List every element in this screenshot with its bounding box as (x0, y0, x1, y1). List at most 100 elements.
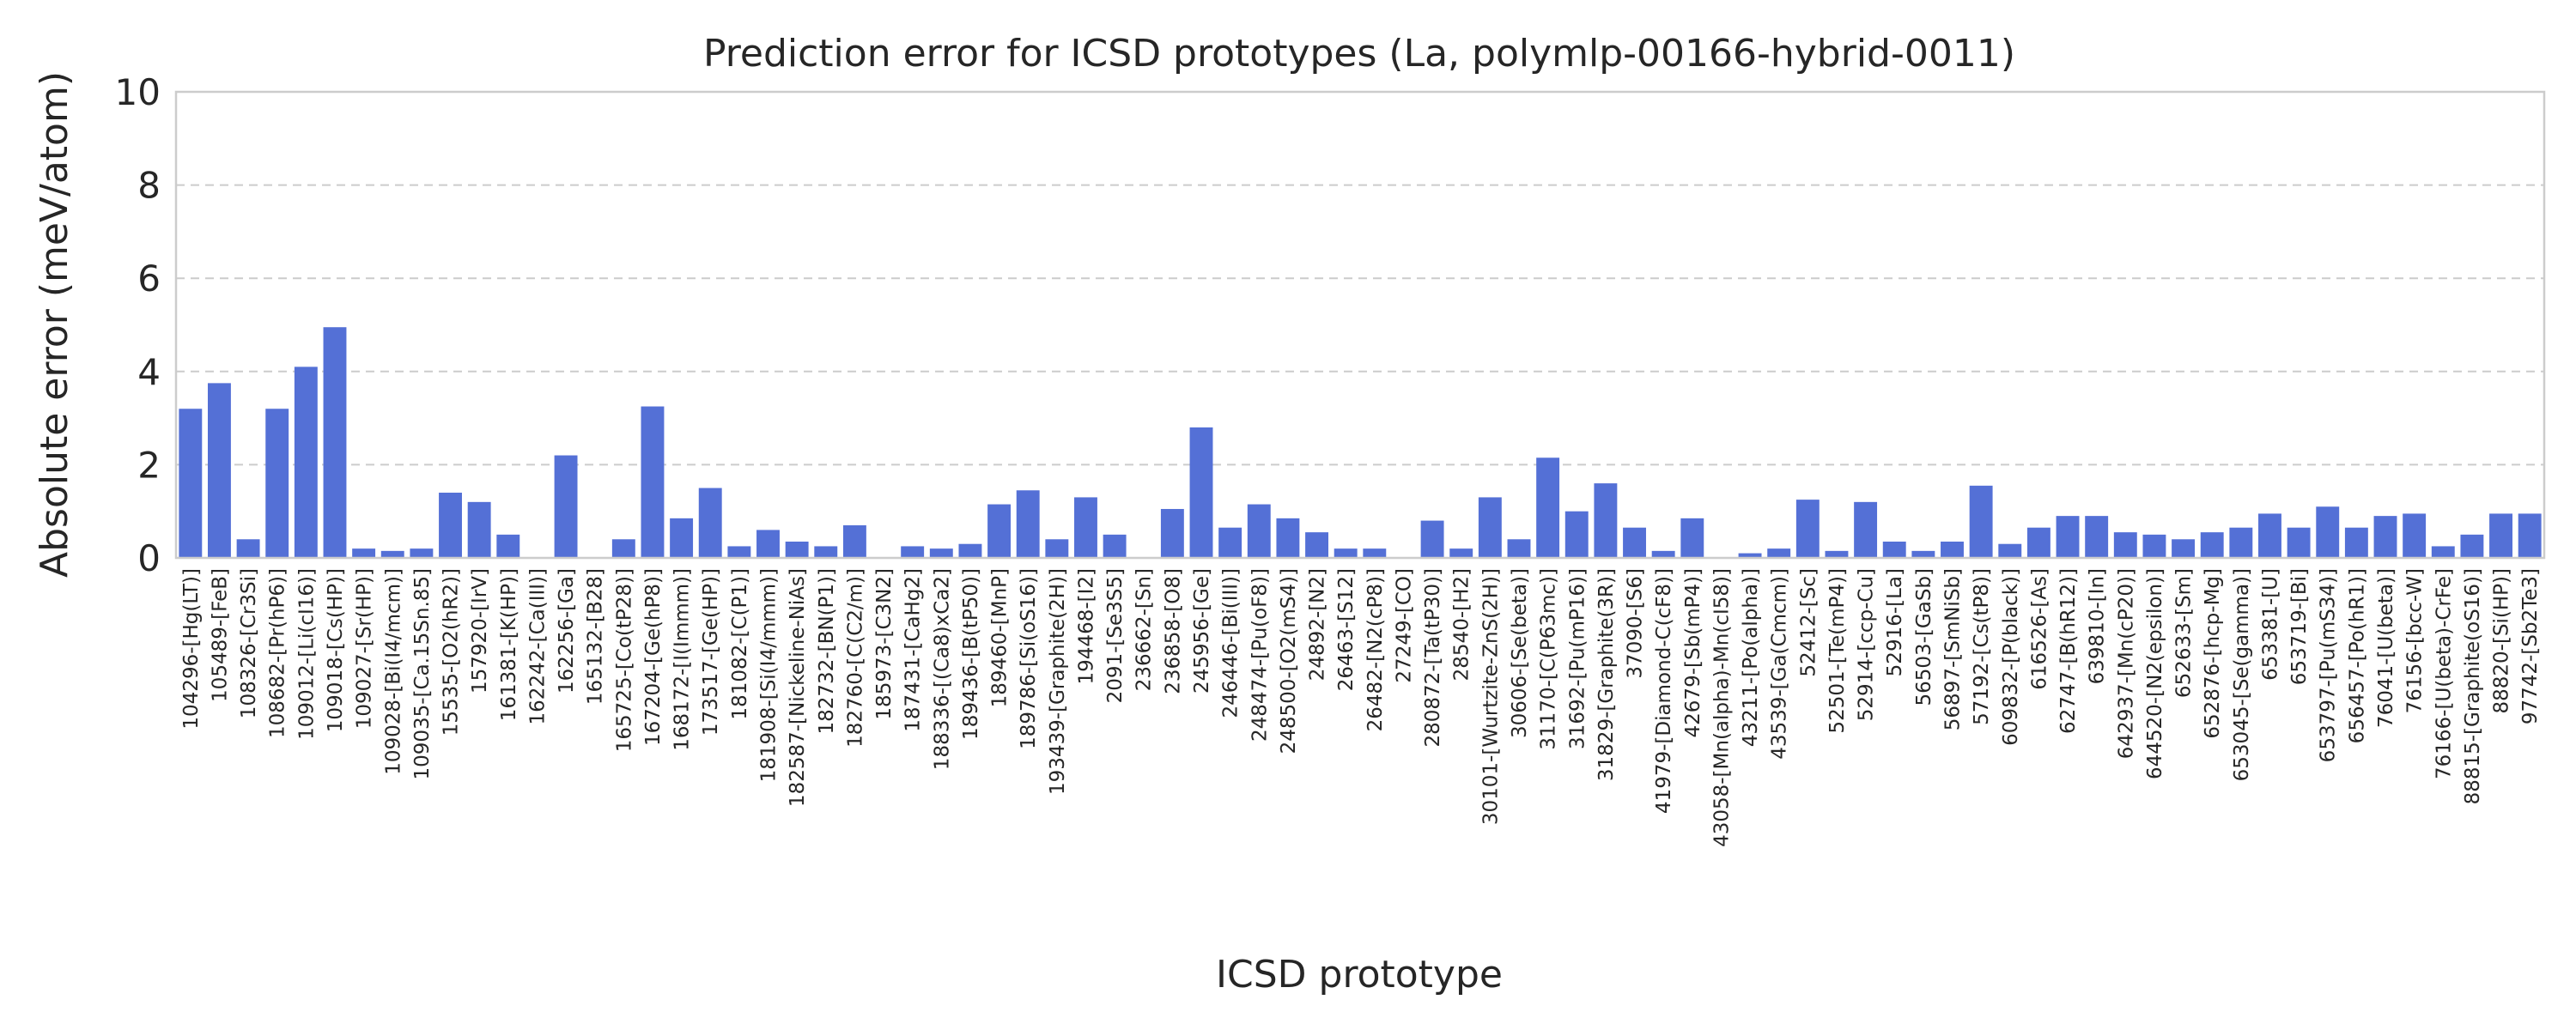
y-tick-label: 6 (137, 258, 161, 300)
bar (1854, 501, 1878, 558)
x-tick-label: 168172-[I(Immm)] (671, 568, 694, 751)
grid-lines (176, 184, 2544, 466)
bar (2258, 513, 2281, 558)
x-tick-label: 188336-[(Ca8)xCa2] (931, 568, 953, 770)
bar (641, 406, 665, 558)
x-tick-label: 165725-[Co(tP28)] (613, 568, 635, 752)
x-tick-label: 43211-[Po(alpha)] (1740, 568, 1762, 747)
bar (1074, 497, 1097, 558)
bar (1189, 427, 1213, 558)
x-tick-label: 27249-[CO] (1393, 568, 1415, 683)
bar (611, 539, 635, 558)
bar (1305, 532, 1329, 558)
x-tick-label: 108326-[Cr3Si] (238, 568, 260, 718)
y-axis-ticks: 0 2 4 6 8 10 (115, 71, 161, 579)
x-tick-label: 37090-[S6] (1625, 568, 1647, 679)
x-tick-label: 248500-[O2(mS4)] (1278, 568, 1300, 754)
x-tick-label: 109012-[Li(cI16)] (295, 568, 318, 740)
bar (265, 409, 289, 558)
bar (698, 488, 722, 558)
bar (410, 548, 434, 558)
x-tick-label: 616526-[As] (2028, 568, 2050, 690)
x-tick-label: 52412-[Sc] (1797, 568, 1820, 677)
y-tick-label: 4 (137, 351, 161, 393)
x-tick-label: 28540-[H2] (1451, 568, 1473, 681)
bar (496, 534, 520, 558)
x-tick-label: 109027-[Sr(HP)] (354, 568, 376, 729)
x-tick-label: 52501-[Te(mP4)] (1826, 568, 1849, 734)
bar (2113, 532, 2137, 558)
x-tick-label: 31829-[Graphite(3R)] (1595, 568, 1618, 781)
x-tick-label: 187431-[CaHg2] (902, 568, 925, 732)
x-tick-label: 609832-[P(black)] (2000, 568, 2022, 746)
bar (1478, 497, 1502, 558)
x-tick-label: 173517-[Ge(HP)] (700, 568, 722, 736)
x-tick-label: 644520-[N2(epsilon)] (2144, 568, 2166, 779)
y-tick-label: 0 (137, 537, 161, 579)
x-tick-label: 245956-[Ge] (1191, 568, 1213, 694)
x-tick-label: 181082-[C(P1)] (729, 568, 751, 720)
y-axis-label: Absolute error (meV/atom) (33, 71, 76, 578)
plot-frame (174, 90, 2546, 560)
x-tick-label: 162256-[Ga] (556, 568, 578, 694)
x-tick-label: 642937-[Mn(cP20)] (2115, 568, 2137, 759)
bars (179, 327, 2542, 558)
x-tick-label: 52916-[La] (1884, 568, 1906, 676)
x-tick-label: 653381-[U] (2259, 568, 2281, 681)
x-tick-label: 108682-[Pr(hP6)] (267, 568, 289, 738)
bar (929, 548, 953, 558)
chart-title: Prediction error for ICSD prototypes (La… (703, 32, 2015, 76)
x-tick-label: 105489-[FeB] (209, 568, 231, 702)
x-tick-label: 24892-[N2] (1307, 568, 1329, 681)
bar (2287, 527, 2311, 558)
bar (2142, 534, 2166, 558)
bar (958, 543, 982, 558)
x-tick-label: 165132-[B28] (585, 568, 607, 705)
bar (1247, 504, 1271, 558)
x-tick-label: 31692-[Pu(mP16)] (1566, 568, 1589, 749)
bar (1969, 485, 1993, 558)
bar (2026, 527, 2050, 558)
x-tick-label: 76166-[U(beta)-CrFe] (2433, 568, 2455, 779)
bar (987, 504, 1012, 558)
bar (236, 539, 260, 558)
bar (756, 530, 780, 558)
x-tick-label: 57192-[Cs(tP8)] (1971, 568, 1993, 725)
x-tick-label: 15535-[O2(hR2)] (440, 568, 463, 736)
x-tick-label: 167204-[Ge(hP8)] (642, 568, 665, 746)
x-tick-label: 30606-[Se(beta)] (1509, 568, 1531, 738)
bar (2373, 516, 2397, 558)
bar (1160, 508, 1184, 558)
bar (2085, 516, 2109, 558)
bar (1276, 518, 1300, 558)
x-tick-label: 236858-[O8] (1162, 568, 1184, 694)
bar (2518, 513, 2542, 558)
x-tick-label: 76156-[bcc-W] (2404, 568, 2427, 713)
bar (1103, 534, 1127, 558)
bar (294, 367, 318, 558)
x-tick-label: 157920-[IrV] (469, 568, 491, 694)
bar (1363, 548, 1387, 558)
bar (1334, 548, 1358, 558)
x-tick-label: 656457-[Po(hR1)] (2346, 568, 2368, 743)
x-tick-label: 31170-[C(P63mc)] (1538, 568, 1560, 750)
bar (1680, 518, 1704, 558)
x-tick-label: 76041-[U(beta)] (2375, 568, 2397, 728)
x-tick-label: 97742-[Sb2Te3] (2519, 568, 2542, 724)
x-tick-label: 189460-[MnP] (989, 568, 1012, 707)
x-tick-label: 109028-[Bi(I4/mcm)] (382, 568, 404, 775)
x-tick-label: 162242-[Ca(III)] (526, 568, 549, 725)
bar (1536, 457, 1560, 558)
bar (670, 518, 694, 558)
x-tick-label: 248474-[Pu(oF8)] (1249, 568, 1271, 742)
bar (727, 546, 751, 558)
x-tick-label: 104296-[Hg(LT)] (180, 568, 203, 730)
bar (1795, 500, 1820, 558)
x-tick-label: 246446-[Bi(III)] (1220, 568, 1242, 718)
bar (1420, 520, 1444, 558)
bar (2460, 534, 2484, 558)
x-tick-label: 639810-[In] (2087, 568, 2109, 684)
x-tick-label: 189786-[Si(oS16)] (1018, 568, 1040, 749)
x-tick-label: 43058-[Mn(alpha)-Mn(cI58)] (1710, 568, 1733, 847)
